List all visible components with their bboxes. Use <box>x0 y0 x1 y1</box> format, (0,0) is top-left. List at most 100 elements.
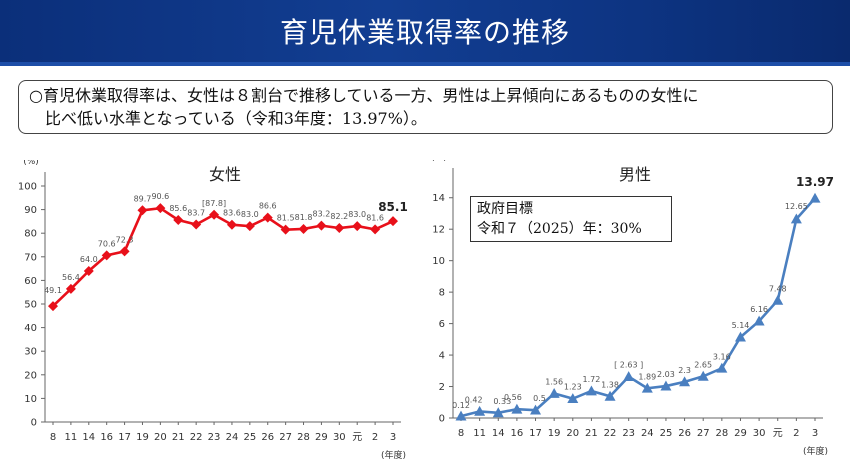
data-label: 81.8 <box>295 213 313 222</box>
x-tick-label: 27 <box>697 428 710 439</box>
x-tick-label: 14 <box>492 428 505 439</box>
x-tick-label: 24 <box>641 428 654 439</box>
page-title: 育児休業取得率の推移 <box>279 16 570 49</box>
data-point <box>679 376 691 387</box>
data-label: 83.0 <box>348 210 366 219</box>
x-tick-label: 14 <box>82 432 95 443</box>
summary-box: ○育児休業取得率は、女性は８割台で推移している一方、男性は上昇傾向にあるものの女… <box>18 80 833 134</box>
y-tick-label: 8 <box>439 288 445 299</box>
data-point <box>585 385 597 396</box>
y-tick-label: 6 <box>439 319 445 330</box>
data-label: [87.8] <box>202 199 226 208</box>
data-label: 89.7 <box>134 194 152 203</box>
female-chart-title: 女性 <box>208 165 241 184</box>
data-point <box>352 221 363 232</box>
data-label: 72.3 <box>116 235 134 244</box>
data-label: 56.4 <box>62 273 80 282</box>
data-point <box>660 380 672 391</box>
data-label: 85.1 <box>378 200 408 214</box>
data-label: 1.23 <box>564 383 582 392</box>
data-point <box>641 382 653 393</box>
data-label: 83.2 <box>313 210 331 219</box>
y-tick-label: 10 <box>432 256 445 267</box>
y-tick-label: 0 <box>439 414 445 425</box>
data-label: [ 2.63 ] <box>614 361 643 370</box>
data-label: 85.6 <box>169 204 187 213</box>
x-tick-label: 3 <box>812 428 818 439</box>
data-point <box>316 220 327 231</box>
data-point <box>809 192 821 203</box>
data-label: 1.72 <box>583 375 601 384</box>
y-tick-label: 80 <box>24 229 37 240</box>
data-point <box>298 223 309 234</box>
data-label: 86.6 <box>259 202 277 211</box>
x-tick-label: 11 <box>473 428 486 439</box>
data-point <box>697 370 709 381</box>
data-point <box>753 315 765 326</box>
y-tick-label: 0 <box>31 418 37 429</box>
x-tick-label: 30 <box>333 432 346 443</box>
data-label: 83.0 <box>241 210 259 219</box>
data-point <box>567 393 579 404</box>
data-label: 0.12 <box>452 401 470 410</box>
x-tick-label: 17 <box>118 432 131 443</box>
data-label: 0.5 <box>533 394 546 403</box>
x-tick-label: 20 <box>154 432 167 443</box>
y-tick-label: 14 <box>432 193 445 204</box>
data-point <box>48 301 58 312</box>
x-tick-label: 26 <box>678 428 691 439</box>
x-tick-label: 2 <box>372 432 378 443</box>
data-point <box>262 212 273 223</box>
x-tick-label: 28 <box>297 432 310 443</box>
data-point <box>226 219 237 230</box>
data-label: 64.0 <box>80 255 98 264</box>
x-tick-label: 22 <box>604 428 617 439</box>
x-tick-label: 8 <box>50 432 56 443</box>
data-point <box>548 387 560 398</box>
data-label: 83.6 <box>223 209 241 218</box>
x-tick-label: 元 <box>773 428 783 439</box>
x-tick-label: 17 <box>529 428 542 439</box>
data-label: 1.89 <box>638 372 656 381</box>
data-label: 1.56 <box>545 377 563 386</box>
x-axis-unit: (年度) <box>381 449 406 460</box>
data-point <box>191 219 202 230</box>
data-point <box>492 407 504 418</box>
data-point <box>155 203 166 214</box>
data-point <box>83 265 94 276</box>
y-axis-unit: (%) <box>431 160 447 163</box>
y-tick-label: 30 <box>24 347 37 358</box>
x-tick-label: 20 <box>566 428 579 439</box>
title-underline <box>0 62 850 66</box>
data-point <box>530 404 542 415</box>
target-label: 政府目標 <box>477 201 533 217</box>
y-tick-label: 100 <box>18 182 37 193</box>
data-point <box>137 205 148 216</box>
target-value: 令和７（2025）年：30% <box>477 221 642 237</box>
y-tick-label: 90 <box>24 205 37 216</box>
data-label: 2.3 <box>678 366 691 375</box>
data-point <box>388 216 398 227</box>
data-point <box>119 246 130 257</box>
x-tick-label: 元 <box>352 432 362 443</box>
data-point <box>280 224 291 235</box>
data-label: 0.33 <box>493 397 511 406</box>
data-point <box>334 223 345 234</box>
x-tick-label: 11 <box>65 432 78 443</box>
x-tick-label: 22 <box>190 432 203 443</box>
data-point <box>209 209 220 220</box>
data-point <box>370 224 381 235</box>
y-tick-label: 20 <box>24 370 37 381</box>
x-tick-label: 27 <box>279 432 292 443</box>
data-label: 49.1 <box>44 286 62 295</box>
y-axis-unit: (%) <box>23 160 39 167</box>
data-label: 70.6 <box>98 239 116 248</box>
data-label: 0.56 <box>504 393 522 402</box>
data-label: 90.6 <box>151 192 169 201</box>
data-label: 83.7 <box>187 208 205 217</box>
data-label: 3.16 <box>713 352 731 361</box>
data-label: 13.97 <box>796 175 834 189</box>
data-label: 1.38 <box>601 380 619 389</box>
y-tick-label: 50 <box>24 300 37 311</box>
government-target-box: 政府目標 令和７（2025）年：30% <box>470 196 672 242</box>
